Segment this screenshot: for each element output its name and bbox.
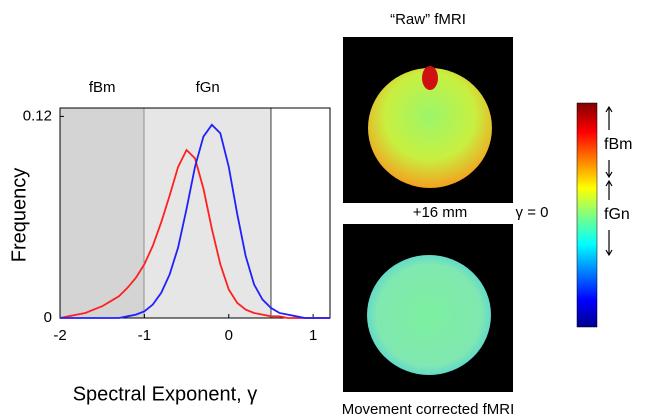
colorbar-arrows [605, 105, 613, 257]
panel-title: “Raw” fMRI [390, 11, 466, 28]
brain-map [367, 255, 491, 375]
brain-hotspot [422, 66, 438, 90]
gamma-label: γ = 0 [516, 204, 549, 221]
line-series [60, 123, 330, 319]
region-label: fGn [196, 79, 220, 96]
x-tick-label: -1 [138, 327, 151, 344]
y-tick-label: 0.12 [23, 107, 52, 124]
colorbar-label: fGn [604, 206, 630, 223]
x-tick-label: 0 [225, 327, 233, 344]
axes-frame [59, 107, 331, 319]
line-series [59, 148, 330, 319]
slice-label: +16 mm [413, 204, 468, 221]
region [60, 108, 145, 318]
plot-area: fBm fGn -2 -1 0 1 0 0.12 [23, 79, 331, 344]
x-axis-label: Spectral Exponent, γ [73, 383, 258, 405]
region-label: fBm [89, 79, 116, 96]
y-tick-label: 0 [44, 309, 52, 326]
colorbar-label: fBm [604, 136, 632, 153]
y-axis-label: Frequency [8, 168, 30, 263]
x-tick-label: 1 [309, 327, 317, 344]
colorbar [576, 102, 598, 328]
x-tick-label: -2 [53, 327, 66, 344]
panel-title: Movement corrected fMRI [342, 401, 515, 418]
brain-map [368, 68, 492, 188]
